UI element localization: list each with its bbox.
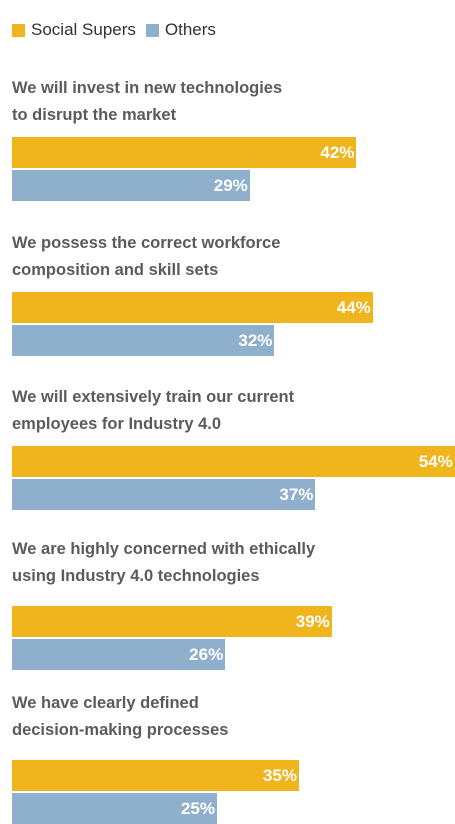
- bar: 54%: [12, 446, 455, 477]
- bar: 32%: [12, 325, 275, 356]
- legend-swatch: [145, 23, 159, 37]
- spacer: [12, 744, 299, 758]
- value-label: 54%: [418, 452, 453, 471]
- bar: 44%: [12, 292, 373, 323]
- spacer: [12, 590, 332, 604]
- bar: 35%: [12, 760, 299, 791]
- legend-label: Social Supers: [31, 20, 136, 39]
- legend-item: Others: [145, 20, 216, 40]
- bar: 25%: [12, 793, 217, 824]
- value-label: 39%: [295, 612, 330, 631]
- bar-group: We possess the correct workforce composi…: [12, 230, 373, 356]
- bar: 29%: [12, 170, 250, 201]
- value-label: 42%: [320, 143, 355, 162]
- bar-group: We have clearly defined decision-making …: [12, 690, 299, 824]
- value-label: 44%: [336, 298, 371, 317]
- category-label: We have clearly defined decision-making …: [12, 694, 229, 739]
- value-label: 35%: [262, 766, 297, 785]
- spacer: [12, 438, 455, 444]
- legend-item: Social Supers: [12, 20, 136, 40]
- value-label: 32%: [238, 331, 273, 350]
- legend: Social Supers Others: [12, 20, 226, 40]
- bar-group: We are highly concerned with ethically u…: [12, 536, 332, 670]
- category-label: We are highly concerned with ethically u…: [12, 540, 316, 585]
- bar: 37%: [12, 479, 316, 510]
- bar-group: We will invest in new technologies to di…: [12, 75, 357, 201]
- spacer: [12, 284, 373, 290]
- value-label: 26%: [189, 645, 224, 664]
- bar-group: We will extensively train our current em…: [12, 384, 455, 510]
- legend-label: Others: [164, 20, 216, 39]
- category-label: We will extensively train our current em…: [12, 388, 295, 433]
- bar: 26%: [12, 639, 226, 670]
- value-label: 37%: [279, 485, 314, 504]
- bar: 39%: [12, 606, 332, 637]
- category-label: We possess the correct workforce composi…: [12, 234, 281, 279]
- value-label: 29%: [213, 176, 248, 195]
- value-label: 25%: [180, 799, 215, 818]
- bar: 42%: [12, 137, 357, 168]
- spacer: [12, 129, 356, 135]
- category-label: We will invest in new technologies to di…: [12, 79, 283, 124]
- legend-swatch: [12, 23, 25, 37]
